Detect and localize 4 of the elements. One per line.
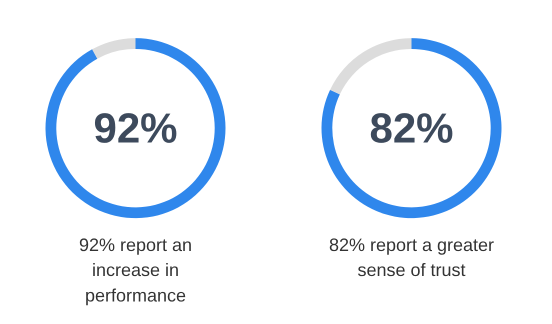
text: 82% report a greater sense of trust (328, 234, 494, 280)
text: 92% (93, 104, 178, 152)
text: 82% (369, 104, 454, 152)
text: 92% report an increase in performance (78, 234, 192, 306)
